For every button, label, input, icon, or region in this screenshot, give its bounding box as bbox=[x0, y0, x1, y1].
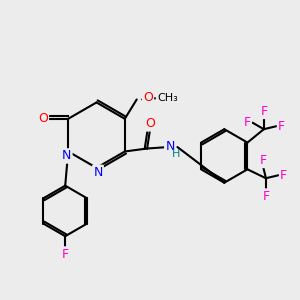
Text: O: O bbox=[38, 112, 48, 125]
Text: F: F bbox=[244, 116, 251, 129]
Text: F: F bbox=[278, 120, 285, 133]
Text: N: N bbox=[165, 140, 175, 153]
Text: F: F bbox=[62, 248, 69, 260]
Text: F: F bbox=[260, 154, 266, 167]
Text: O: O bbox=[143, 92, 153, 104]
Text: O: O bbox=[145, 117, 155, 130]
Text: F: F bbox=[260, 105, 267, 118]
Text: CH₃: CH₃ bbox=[157, 93, 178, 103]
Text: F: F bbox=[280, 169, 287, 182]
Text: H: H bbox=[172, 149, 180, 160]
Text: N: N bbox=[62, 149, 71, 162]
Text: F: F bbox=[262, 190, 269, 202]
Text: N: N bbox=[93, 166, 103, 179]
